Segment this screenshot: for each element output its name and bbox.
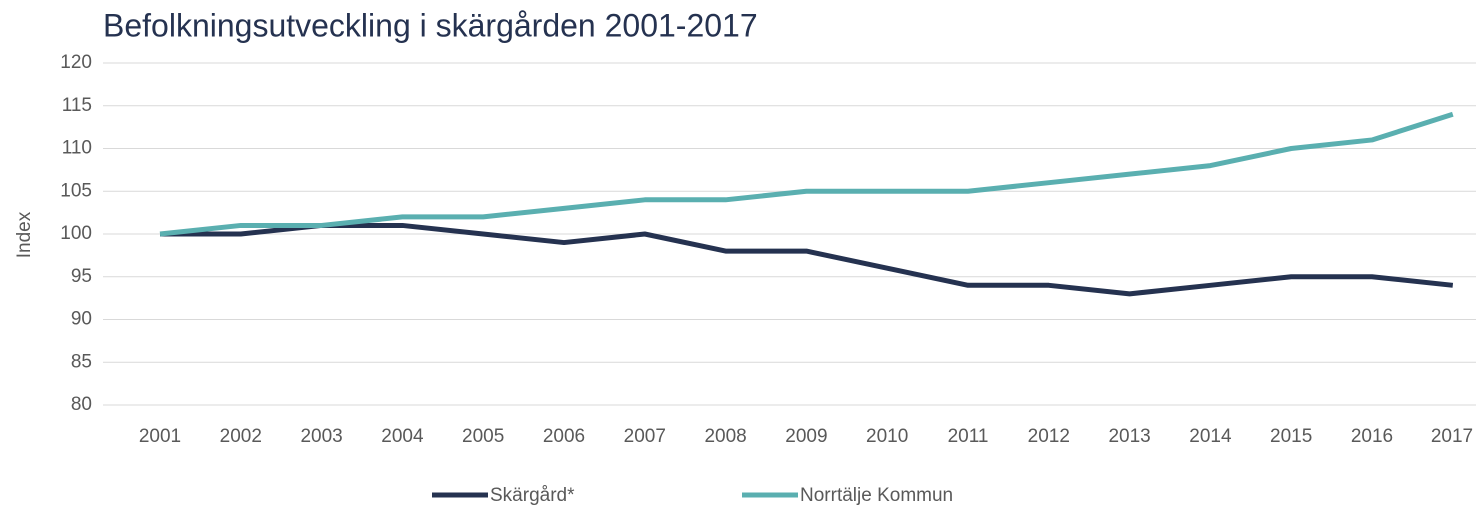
x-tick-label: 2014: [1189, 426, 1232, 447]
series-line: [160, 222, 1454, 297]
x-tick-label: 2017: [1431, 426, 1473, 447]
y-tick-label: 110: [62, 138, 92, 159]
y-axis-label: Index: [14, 211, 35, 258]
y-tick-label: 100: [60, 223, 92, 244]
y-tick-label: 80: [71, 394, 92, 415]
x-tick-label: 2002: [220, 426, 262, 447]
chart-title: Befolkningsutveckling i skärgården 2001-…: [103, 7, 758, 43]
y-tick-label: 85: [71, 351, 92, 372]
x-tick-label: 2006: [543, 426, 585, 447]
x-tick-label: 2016: [1351, 426, 1393, 447]
y-tick-label: 95: [71, 266, 92, 287]
x-tick-label: 2003: [300, 426, 342, 447]
y-tick-label: 105: [60, 180, 92, 201]
x-tick-label: 2001: [139, 426, 181, 447]
x-tick-label: 2005: [462, 426, 504, 447]
legend-label: Norrtälje Kommun: [800, 485, 953, 505]
legend-label: Skärgård*: [490, 485, 575, 505]
series-line: [159, 111, 1454, 237]
x-tick-label: 2012: [1028, 426, 1070, 447]
x-tick-label: 2015: [1270, 426, 1312, 447]
x-tick-label: 2009: [785, 426, 827, 447]
y-tick-label: 90: [71, 309, 92, 330]
x-tick-label: 2011: [948, 426, 989, 447]
y-tick-label: 120: [60, 52, 92, 73]
y-tick-label: 115: [62, 95, 92, 116]
x-tick-label: 2008: [704, 426, 746, 447]
x-tick-label: 2010: [866, 426, 908, 447]
x-tick-label: 2013: [1108, 426, 1150, 447]
x-tick-label: 2007: [624, 426, 666, 447]
x-tick-label: 2004: [381, 426, 424, 447]
